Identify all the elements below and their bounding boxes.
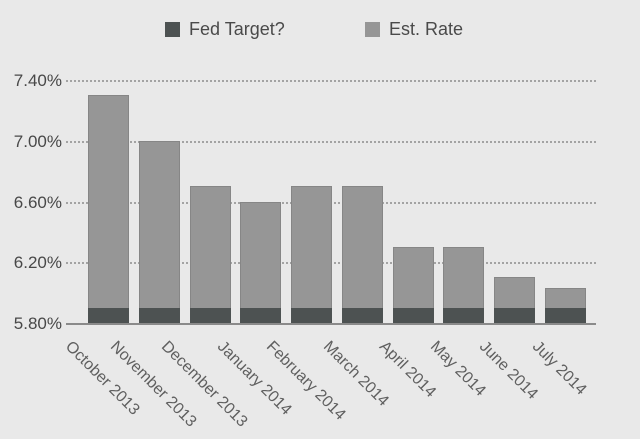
bar-january-2014 (240, 201, 282, 323)
legend-label-est-rate: Est. Rate (389, 19, 464, 39)
bar-segment-fed-target (240, 307, 282, 323)
bar-segment-fed-target (544, 307, 586, 323)
bar-segment-fed-target (341, 307, 383, 323)
legend-item-est-rate: Est. Rate (365, 19, 464, 39)
bar-december-2013 (189, 186, 231, 323)
gridline (66, 80, 596, 82)
fed-target-swatch-icon (165, 21, 180, 37)
bar-segment-fed-target (291, 307, 332, 323)
est-rate-swatch-icon (365, 21, 380, 37)
bar-march-2014 (341, 186, 383, 323)
bar-february-2014 (291, 186, 332, 323)
gridline (66, 140, 596, 143)
bar-segment-fed-target (392, 307, 434, 323)
bar-segment-fed-target (189, 307, 231, 323)
bar-june-2014 (494, 277, 535, 323)
y-axis-tick-label: 7.40% (13, 71, 62, 90)
y-axis-tick-label: 5.80% (13, 314, 62, 333)
bar-segment-fed-target (494, 307, 535, 323)
bar-segment-fed-target (138, 307, 180, 323)
bar-may-2014 (443, 247, 485, 323)
legend-label-fed-target: Fed Target? (189, 19, 285, 39)
y-axis-tick-label: 7.00% (13, 131, 62, 151)
bar-april-2014 (392, 247, 434, 323)
bar-july-2014 (544, 288, 586, 323)
x-axis-line (66, 323, 596, 325)
y-axis-tick-label: 6.60% (13, 192, 62, 212)
bar-segment-fed-target (88, 307, 129, 323)
bar-segment-fed-target (443, 307, 485, 323)
legend-item-fed-target: Fed Target? (165, 19, 285, 39)
y-axis-tick-label: 6.20% (13, 253, 62, 273)
bar-november-2013 (138, 140, 180, 323)
bar-october-2013 (88, 95, 129, 323)
